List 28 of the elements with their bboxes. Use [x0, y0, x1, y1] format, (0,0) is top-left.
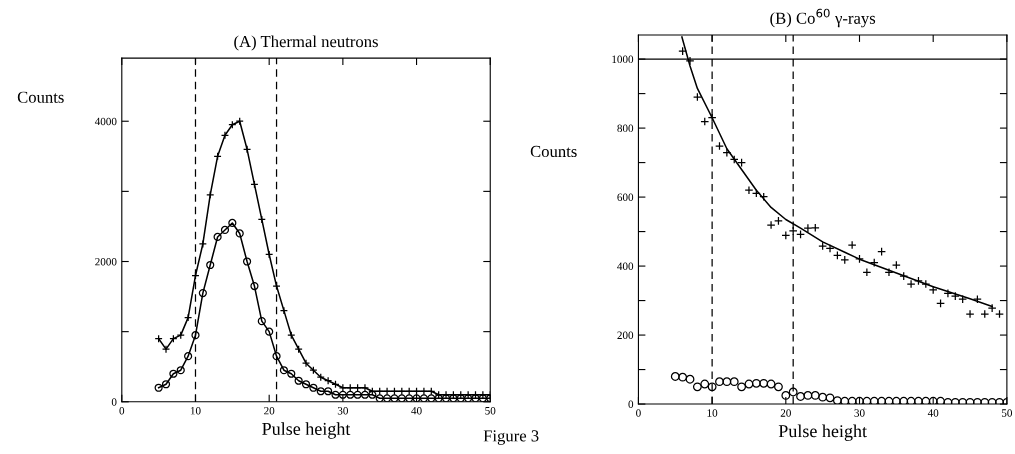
x-tick-label: 0 — [119, 406, 125, 415]
x-tick-label: 30 — [337, 406, 348, 415]
x-tick-label: 10 — [707, 409, 718, 417]
y-tick-label: 2000 — [95, 257, 117, 266]
chart-title: (A) Thermal neutrons — [234, 35, 378, 51]
x-tick-label: 40 — [927, 409, 939, 417]
y-tick-label: 4000 — [94, 117, 117, 126]
x-axis-title: Pulse height — [262, 422, 351, 439]
x-axis-title: Pulse height — [778, 424, 867, 441]
x-tick-label: 50 — [485, 406, 496, 415]
x-tick-label: 40 — [411, 406, 422, 415]
y-axis-title: Counts — [17, 91, 64, 103]
y-tick-label: 800 — [617, 124, 634, 133]
x-tick-label: 50 — [1001, 409, 1013, 417]
chart-title: (B) Co$^{60}$ γ-rays — [770, 8, 876, 28]
y-tick-label: 1000 — [612, 55, 634, 64]
y-tick-label: 200 — [617, 331, 634, 340]
x-tick-label: 0 — [636, 409, 641, 417]
x-tick-label: 20 — [264, 406, 275, 415]
y-tick-label: 400 — [617, 262, 634, 271]
y-tick-label: 0 — [628, 400, 634, 409]
y-tick-label: 0 — [111, 398, 117, 406]
y-axis-title: Counts — [530, 145, 577, 158]
x-tick-label: 20 — [780, 409, 791, 417]
x-tick-label: 30 — [854, 409, 865, 417]
x-tick-label: 10 — [190, 406, 201, 415]
caption: Figure 3 — [483, 430, 539, 445]
y-tick-label: 600 — [617, 193, 634, 202]
